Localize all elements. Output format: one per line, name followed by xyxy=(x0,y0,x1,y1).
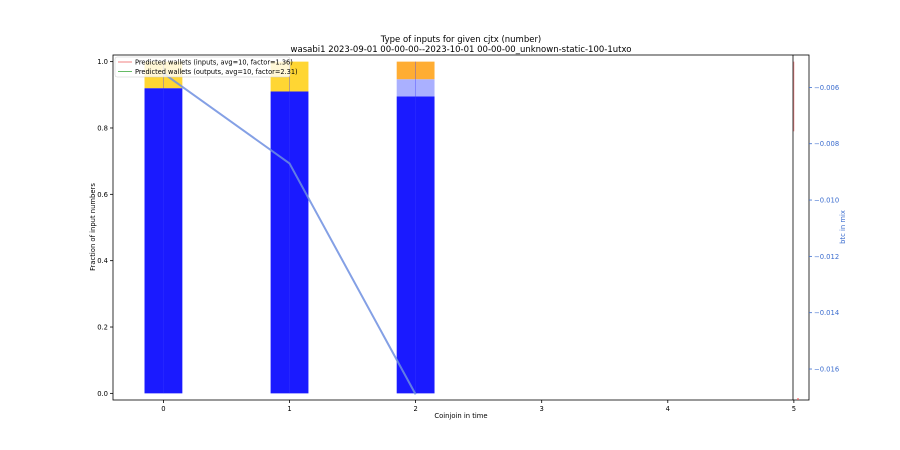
x-tick-label: 3 xyxy=(540,405,544,413)
legend-box xyxy=(114,56,291,78)
y2-tick-label: −0.008 xyxy=(814,140,839,148)
legend: Predicted wallets (inputs, avg=10, facto… xyxy=(114,56,298,78)
plot-area xyxy=(112,54,810,401)
x-tick-label: 1 xyxy=(287,405,291,413)
x-axis-ticks: 0 1 2 3 4 5 xyxy=(161,400,796,413)
bar-stacks xyxy=(144,61,435,394)
y2-axis-label: btc in mix xyxy=(839,210,847,244)
y-tick-label: 0.0 xyxy=(97,390,108,398)
y2-tick-label: −0.016 xyxy=(814,366,839,374)
y-tick-label: 0.8 xyxy=(97,124,108,132)
y-tick-label: 1.0 xyxy=(97,58,108,66)
y-axis-label: Fraction of input numbers xyxy=(89,183,97,271)
y2-axis-ticks: −0.016 −0.014 −0.012 −0.010 −0.008 −0.006 xyxy=(809,84,839,374)
legend-label-outputs: Predicted wallets (outputs, avg=10, fact… xyxy=(135,68,298,76)
x-tick-label: 4 xyxy=(666,405,670,413)
legend-label-inputs: Predicted wallets (inputs, avg=10, facto… xyxy=(135,59,293,67)
x-tick-label: 2 xyxy=(413,405,417,413)
y-tick-label: 0.2 xyxy=(97,324,108,332)
x-axis-label: Coinjoin in time xyxy=(434,412,487,420)
divider-dot xyxy=(797,398,799,400)
y-axis-ticks: 0.0 0.2 0.4 0.6 0.8 1.0 xyxy=(97,58,113,398)
divider-group xyxy=(792,55,799,400)
x-tick-label: 5 xyxy=(792,405,796,413)
btc-in-mix-line xyxy=(162,72,417,395)
y2-tick-label: −0.006 xyxy=(814,84,839,92)
y-tick-label: 0.6 xyxy=(97,191,108,199)
y-tick-label: 0.4 xyxy=(97,257,108,265)
y2-tick-label: −0.014 xyxy=(814,309,839,317)
btc-in-mix-line-group xyxy=(162,72,417,395)
y2-tick-label: −0.010 xyxy=(814,197,839,205)
chart-title: Type of inputs for given cjtx (number) xyxy=(380,35,542,45)
y2-tick-label: −0.012 xyxy=(814,253,839,261)
chart-subtitle: wasabi1 2023-09-01 00-00-00--2023-10-01 … xyxy=(291,45,632,55)
x-tick-label: 0 xyxy=(161,405,165,413)
plot-frame xyxy=(112,54,810,401)
